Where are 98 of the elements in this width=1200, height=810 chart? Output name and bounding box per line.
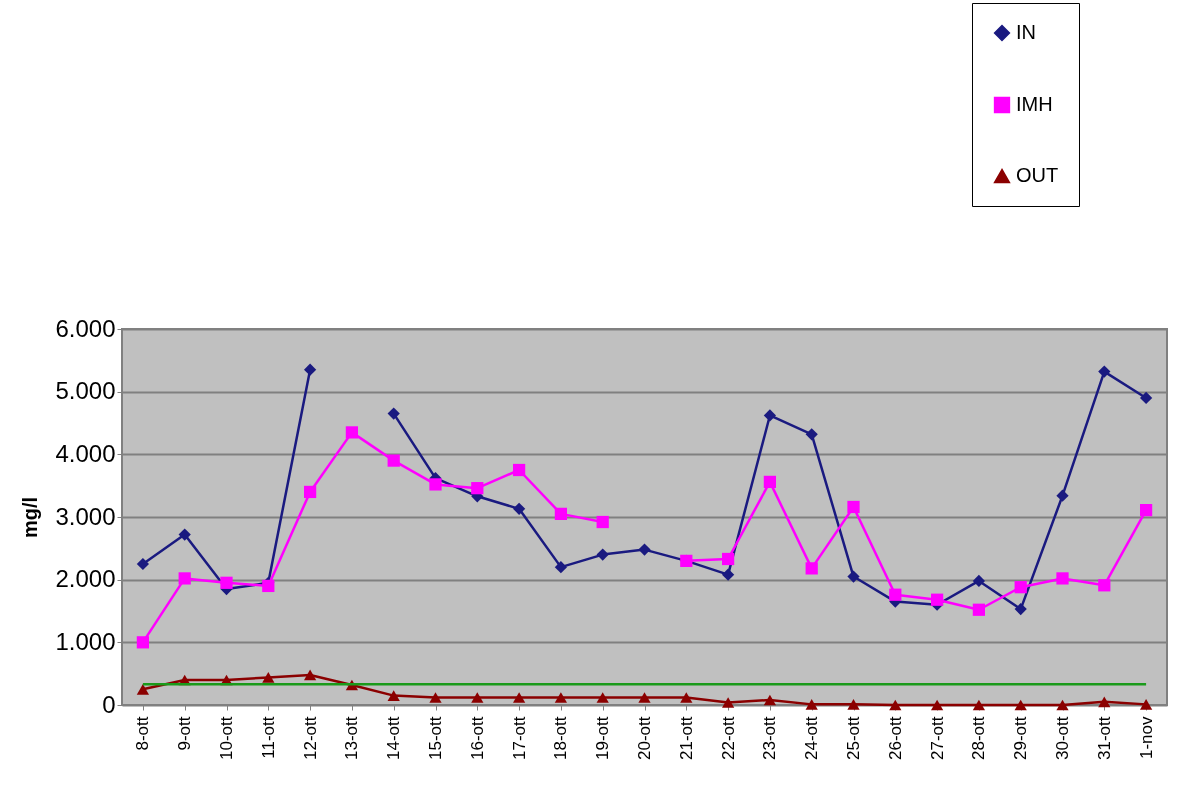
point: [136, 636, 150, 649]
point: [1139, 391, 1153, 405]
x-tick-label: 27-ott: [927, 716, 947, 760]
point: [1014, 581, 1027, 594]
x-tick-label: 26-ott: [885, 716, 905, 760]
x-tick-label: 23-ott: [760, 716, 780, 760]
x-tick-label: 11-ott: [258, 716, 278, 759]
point: [429, 692, 442, 703]
point: [638, 543, 651, 556]
x-tick-label: 19-ott: [593, 716, 613, 760]
point: [930, 699, 944, 711]
point: [387, 407, 400, 420]
x-tick-label: 28-ott: [969, 716, 989, 760]
point: [345, 426, 359, 439]
x-tick-label: 20-ott: [635, 716, 654, 760]
x-tick-label: 31-ott: [1094, 716, 1114, 760]
legend-label: IMH: [1016, 93, 1053, 115]
point: [721, 552, 735, 566]
point: [303, 485, 317, 499]
point: [889, 588, 902, 601]
point: [847, 699, 860, 710]
point: [1056, 489, 1069, 502]
x-tick-label: 25-ott: [844, 716, 863, 760]
point: [471, 692, 484, 703]
y-tick-label: 3.000: [55, 502, 116, 530]
x-tick-label: 8-ott: [133, 716, 153, 751]
point: [554, 692, 568, 703]
point: [1014, 699, 1027, 711]
x-tick-label: 10-ott: [217, 716, 236, 760]
point: [471, 482, 484, 495]
point: [680, 692, 693, 703]
point: [638, 692, 651, 703]
y-tick-label: 1.000: [55, 627, 116, 655]
point: [972, 603, 986, 616]
point: [554, 507, 568, 520]
point: [554, 561, 568, 574]
x-tick-label: 14-ott: [384, 716, 404, 760]
x-tick-label: 9-ott: [175, 716, 195, 751]
x-tick-label: 21-ott: [676, 716, 696, 760]
point: [596, 548, 609, 561]
point: [1139, 503, 1153, 517]
x-tick-label: 24-ott: [802, 716, 822, 760]
point: [178, 528, 191, 541]
y-tick-label: 6.000: [55, 314, 116, 342]
legend-label: OUT: [1016, 164, 1059, 186]
legend-label: IN: [1016, 21, 1036, 43]
x-tick-label: 15-ott: [426, 716, 445, 760]
x-tick-label: 18-ott: [551, 716, 571, 760]
point: [512, 463, 526, 477]
point: [805, 428, 818, 441]
point: [387, 454, 400, 467]
point: [512, 692, 526, 703]
x-tick-label: 22-ott: [718, 716, 738, 760]
y-tick-label: 0: [102, 690, 116, 718]
point: [763, 409, 777, 422]
point: [387, 690, 400, 701]
point: [847, 570, 860, 583]
point: [1014, 603, 1027, 616]
point: [930, 593, 944, 606]
point: [596, 692, 609, 703]
y-tick-label: 4.000: [55, 439, 116, 467]
x-tick-label: 16-ott: [467, 716, 487, 760]
point: [303, 669, 317, 681]
y-tick-label: 5.000: [55, 377, 116, 405]
point: [721, 697, 735, 708]
point: [972, 699, 986, 711]
point: [1098, 579, 1111, 592]
y-tick-label: 2.000: [55, 565, 116, 593]
point: [805, 699, 818, 710]
point: [178, 572, 191, 585]
point: [847, 500, 860, 514]
point: [136, 684, 150, 695]
point: [1056, 699, 1069, 711]
point: [763, 694, 777, 706]
point: [596, 515, 609, 529]
point: [1098, 365, 1111, 378]
x-tick-label: 29-ott: [1011, 716, 1031, 760]
point: [1056, 572, 1069, 585]
y-axis-title: mg/l: [19, 496, 42, 539]
point: [262, 579, 275, 593]
point: [721, 568, 735, 581]
x-tick-label: 30-ott: [1053, 716, 1072, 760]
point: [262, 672, 275, 683]
point: [512, 502, 526, 515]
x-tick-label: 17-ott: [509, 716, 529, 760]
point: [136, 557, 150, 571]
x-tick-label: 12-ott: [300, 716, 320, 760]
point: [429, 478, 442, 491]
point: [972, 574, 986, 588]
point: [303, 363, 317, 376]
point: [1098, 696, 1111, 708]
point: [763, 475, 777, 489]
point: [1139, 699, 1153, 710]
point: [805, 562, 818, 575]
point: [220, 576, 233, 589]
x-tick-label: 13-ott: [342, 716, 362, 760]
x-tick-label: 1-nov: [1136, 716, 1156, 760]
point: [889, 699, 902, 711]
